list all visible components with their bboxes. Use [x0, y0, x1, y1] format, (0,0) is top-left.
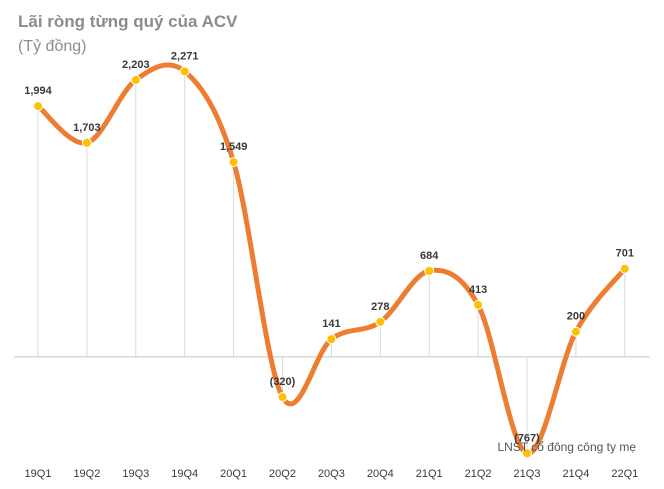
data-point-20Q3 [326, 334, 337, 345]
data-point-21Q2 [473, 299, 484, 310]
data-label-21Q4: 200 [567, 311, 585, 323]
data-label-19Q4: 2,271 [171, 50, 199, 62]
data-point-19Q1 [33, 101, 43, 112]
data-point-19Q3 [130, 74, 141, 85]
x-tick-19Q3: 19Q3 [122, 468, 149, 480]
data-markers [33, 66, 630, 459]
data-label-21Q3: (767) [514, 432, 540, 444]
data-label-20Q1: 1,549 [220, 141, 248, 153]
x-tick-21Q3: 21Q3 [514, 468, 541, 480]
series-line [35, 62, 628, 456]
data-point-20Q4 [375, 316, 386, 327]
x-tick-20Q4: 20Q4 [367, 468, 394, 480]
chart-title: Lãi ròng từng quý của ACV [18, 12, 238, 31]
data-label-20Q4: 278 [371, 301, 389, 313]
data-point-21Q3 [522, 448, 532, 459]
x-tick-21Q2: 21Q2 [465, 468, 492, 480]
data-point-21Q4 [570, 326, 581, 337]
data-label-19Q1: 1,994 [24, 85, 52, 97]
data-label-19Q2: 1,703 [73, 122, 101, 134]
x-tick-19Q4: 19Q4 [171, 468, 198, 480]
x-axis-ticks: 19Q1 19Q2 19Q3 19Q4 20Q1 20Q2 20Q3 20Q4 21Q1 21Q2… [25, 468, 639, 480]
x-tick-21Q4: 21Q4 [562, 468, 589, 480]
data-label-21Q1: 684 [420, 250, 439, 262]
x-tick-19Q2: 19Q2 [73, 468, 100, 480]
x-tick-22Q1: 22Q1 [611, 468, 638, 480]
data-labels: 1,994 1,703 2,203 2,271 1,549 (320) 141 278 684 4… [24, 50, 634, 444]
data-point-19Q2 [81, 137, 92, 148]
data-label-19Q3: 2,203 [122, 59, 150, 71]
x-tick-21Q1: 21Q1 [416, 468, 443, 480]
x-tick-20Q2: 20Q2 [269, 468, 296, 480]
data-point-21Q1 [424, 265, 435, 276]
data-point-22Q1 [619, 263, 630, 274]
data-label-20Q3: 141 [322, 318, 340, 330]
chart-subtitle: (Tỷ đồng) [18, 38, 87, 55]
series-name-label: LNST cổ đông công ty mẹ [497, 440, 636, 454]
data-label-20Q2: (320) [270, 376, 296, 388]
x-tick-19Q1: 19Q1 [25, 468, 52, 480]
data-label-22Q1: 701 [616, 248, 634, 260]
data-point-20Q1 [228, 157, 239, 168]
data-point-19Q4 [179, 66, 190, 77]
x-tick-20Q1: 20Q1 [220, 468, 247, 480]
x-tick-20Q3: 20Q3 [318, 468, 345, 480]
data-label-21Q2: 413 [469, 284, 487, 296]
drop-lines [37, 71, 626, 454]
data-point-20Q2 [277, 392, 288, 403]
